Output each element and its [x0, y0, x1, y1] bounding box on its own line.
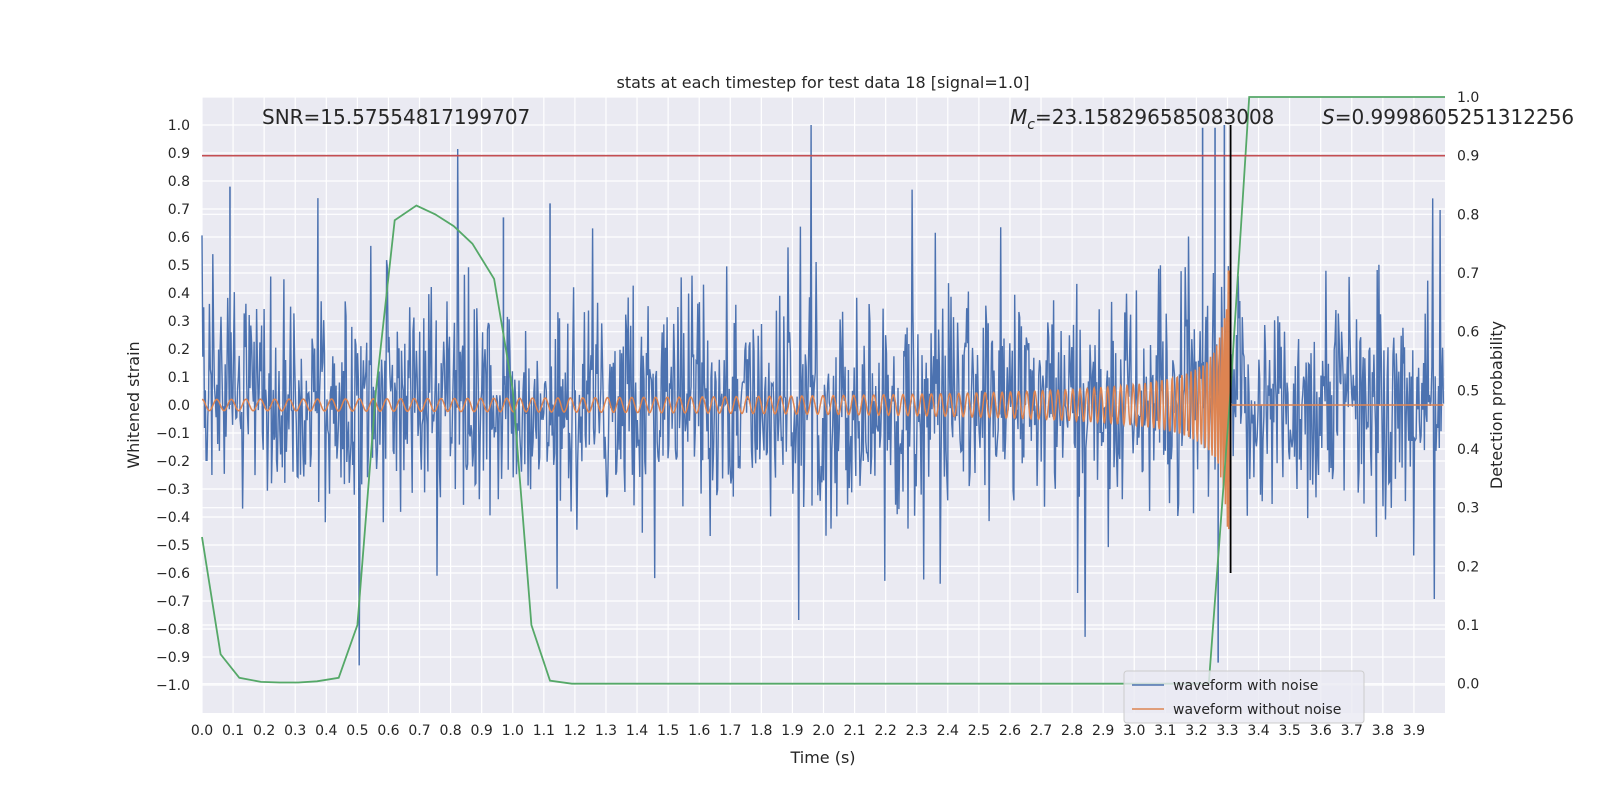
mc-annotation: Mc=23.158296585083008 — [1010, 105, 1274, 133]
y-tick-label: 0.1 — [168, 370, 190, 386]
x-tick-label: 1.8 — [750, 723, 772, 739]
x-tick-label: 2.0 — [812, 723, 834, 739]
y-tick-label: −0.1 — [156, 426, 190, 442]
x-tick-label: 3.0 — [1123, 723, 1145, 739]
y-tick-label: −1.0 — [156, 678, 190, 694]
y-tick-label: −0.7 — [156, 594, 190, 610]
y-right-tick-label: 0.7 — [1457, 266, 1479, 282]
y-right-tick-label: 0.1 — [1457, 618, 1479, 634]
y-tick-label: 0.3 — [168, 314, 190, 330]
x-tick-label: 3.6 — [1310, 723, 1332, 739]
y-right-tick-label: 0.8 — [1457, 207, 1479, 223]
x-tick-label: 0.2 — [253, 723, 275, 739]
x-tick-label: 2.4 — [937, 723, 959, 739]
x-tick-label: 0.3 — [284, 723, 306, 739]
x-tick-label: 1.4 — [626, 723, 648, 739]
y-axis-label: Whitened strain — [124, 341, 143, 468]
x-tick-label: 1.9 — [781, 723, 803, 739]
x-tick-label: 0.8 — [439, 723, 461, 739]
y-tick-label: 0.4 — [168, 286, 190, 302]
x-axis-label: Time (s) — [789, 748, 855, 767]
x-tick-label: 1.7 — [719, 723, 741, 739]
y-right-tick-label: 0.4 — [1457, 442, 1479, 458]
series-waveform-without-noise — [201, 270, 1444, 530]
y-tick-label: −0.8 — [156, 622, 190, 638]
y-right-tick-label: 1.0 — [1457, 90, 1479, 106]
x-tick-label: 0.6 — [377, 723, 399, 739]
y-tick-label: 0.7 — [168, 202, 190, 218]
y-right-tick-label: 0.5 — [1457, 383, 1479, 399]
x-tick-labels: 0.0 0.1 0.2 0.3 0.4 0.5 0.6 0.7 0.8 0.9 1.0 1.1 1.2 1… — [191, 723, 1425, 739]
legend-label-clean: waveform without noise — [1173, 702, 1341, 718]
x-tick-label: 3.4 — [1247, 723, 1269, 739]
y-right-tick-label: 0.6 — [1457, 325, 1479, 341]
y-tick-labels: 1.0 0.9 0.8 0.7 0.6 0.5 0.4 0.3 0.2 0.1 0.0 −0.1 −0.… — [156, 118, 190, 694]
x-tick-label: 3.2 — [1185, 723, 1207, 739]
clean-line — [201, 270, 1444, 530]
x-tick-label: 2.6 — [999, 723, 1021, 739]
s-annotation: S=0.9998605251312256 — [1322, 105, 1574, 129]
y-tick-label: 0.0 — [168, 398, 190, 414]
x-tick-label: 0.7 — [408, 723, 430, 739]
x-tick-label: 1.0 — [502, 723, 524, 739]
chart-title: stats at each timestep for test data 18 … — [617, 73, 1030, 92]
x-tick-label: 1.5 — [657, 723, 679, 739]
x-tick-label: 2.1 — [843, 723, 865, 739]
x-tick-label: 2.9 — [1092, 723, 1114, 739]
y-tick-label: 0.6 — [168, 230, 190, 246]
x-tick-label: 2.5 — [968, 723, 990, 739]
y-right-tick-labels: 1.0 0.9 0.8 0.7 0.6 0.5 0.4 0.3 0.2 0.1 0.0 — [1457, 90, 1479, 693]
y-tick-label: −0.2 — [156, 454, 190, 470]
y-right-tick-label: 0.0 — [1457, 677, 1479, 693]
noise-line — [201, 124, 1445, 666]
legend-label-noise: waveform with noise — [1173, 678, 1318, 694]
y-right-tick-label: 0.9 — [1457, 149, 1479, 165]
legend: waveform with noise waveform without noi… — [1123, 670, 1365, 724]
reference-lines — [202, 125, 1445, 573]
s-value: =0.9998605251312256 — [1335, 105, 1574, 129]
y-tick-label: −0.4 — [156, 510, 190, 526]
y-tick-label: −0.6 — [156, 566, 190, 582]
x-tick-label: 1.2 — [564, 723, 586, 739]
x-tick-label: 1.6 — [688, 723, 710, 739]
y-right-axis-label: Detection probability — [1487, 321, 1506, 489]
legend-box — [1123, 670, 1365, 724]
y-tick-label: 0.2 — [168, 342, 190, 358]
y-tick-label: 0.9 — [168, 146, 190, 162]
x-tick-label: 2.3 — [906, 723, 928, 739]
x-tick-label: 3.1 — [1154, 723, 1176, 739]
x-tick-label: 1.1 — [533, 723, 555, 739]
y-tick-label: 0.5 — [168, 258, 190, 274]
y-tick-label: −0.5 — [156, 538, 190, 554]
x-tick-label: 2.8 — [1061, 723, 1083, 739]
x-tick-label: 0.4 — [315, 723, 337, 739]
x-tick-label: 0.9 — [471, 723, 493, 739]
mc-value: =23.158296585083008 — [1035, 105, 1274, 129]
x-tick-label: 0.0 — [191, 723, 213, 739]
x-tick-label: 1.3 — [595, 723, 617, 739]
series-detection-probability — [201, 96, 1445, 685]
x-tick-label: 3.5 — [1278, 723, 1300, 739]
probability-line — [201, 96, 1445, 685]
x-tick-label: 3.9 — [1403, 723, 1425, 739]
x-tick-label: 2.7 — [1030, 723, 1052, 739]
x-tick-label: 3.8 — [1372, 723, 1394, 739]
mc-symbol: M — [1010, 105, 1027, 129]
y-tick-label: −0.3 — [156, 482, 190, 498]
y-tick-label: −0.9 — [156, 650, 190, 666]
snr-annotation: SNR=15.57554817199707 — [262, 105, 530, 129]
mc-subscript: c — [1027, 117, 1035, 133]
s-symbol: S — [1322, 105, 1335, 129]
y-right-tick-label: 0.2 — [1457, 559, 1479, 575]
x-tick-label: 2.2 — [875, 723, 897, 739]
x-tick-label: 0.1 — [222, 723, 244, 739]
x-tick-label: 0.5 — [346, 723, 368, 739]
y-right-tick-label: 0.3 — [1457, 501, 1479, 517]
y-tick-label: 1.0 — [168, 118, 190, 134]
x-tick-label: 3.7 — [1341, 723, 1363, 739]
x-tick-label: 3.3 — [1216, 723, 1238, 739]
y-tick-label: 0.8 — [168, 174, 190, 190]
